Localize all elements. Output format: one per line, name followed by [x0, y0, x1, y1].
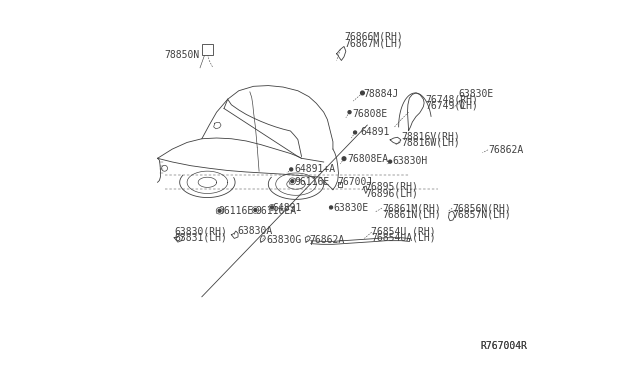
Text: 76854UA(LH): 76854UA(LH) [371, 233, 436, 243]
Text: 76808E: 76808E [353, 109, 388, 119]
Text: 76862A: 76862A [488, 145, 524, 155]
Text: R767004R: R767004R [481, 340, 527, 350]
Circle shape [269, 205, 275, 211]
Text: 76896(LH): 76896(LH) [365, 188, 418, 198]
Text: 78816V(RH): 78816V(RH) [401, 131, 460, 141]
Text: 76749(LH): 76749(LH) [425, 101, 478, 111]
Text: 63831(LH): 63831(LH) [174, 233, 227, 243]
Text: 96116E: 96116E [218, 206, 253, 216]
Text: 78850N: 78850N [164, 50, 200, 60]
Text: 63830G: 63830G [266, 234, 301, 244]
Text: 64891: 64891 [272, 203, 301, 213]
Text: 76895(RH): 76895(RH) [365, 182, 418, 192]
Circle shape [289, 178, 296, 185]
Text: 78816W(LH): 78816W(LH) [401, 138, 460, 148]
Circle shape [330, 206, 333, 209]
Text: 63830H: 63830H [392, 156, 428, 166]
Bar [202, 44, 213, 55]
Circle shape [271, 206, 273, 209]
Text: 76700J: 76700J [338, 177, 373, 187]
Text: 96116EA: 96116EA [255, 206, 296, 216]
Circle shape [216, 208, 223, 214]
Text: R767004R: R767004R [481, 340, 527, 350]
Circle shape [342, 157, 346, 161]
Text: 76808EA: 76808EA [348, 154, 389, 164]
Text: 76866M(RH): 76866M(RH) [344, 32, 403, 41]
Circle shape [252, 207, 259, 213]
Circle shape [218, 209, 221, 212]
Circle shape [162, 165, 168, 171]
Text: 76857N(LH): 76857N(LH) [452, 210, 511, 220]
Text: 76748(RH): 76748(RH) [425, 94, 478, 104]
Text: 76856N(RH): 76856N(RH) [452, 203, 511, 213]
Text: 64891+A: 64891+A [294, 164, 335, 174]
Circle shape [290, 168, 292, 171]
Text: 76862A: 76862A [309, 234, 344, 244]
Text: 63830E: 63830E [458, 89, 493, 99]
Circle shape [388, 160, 392, 163]
Circle shape [353, 131, 356, 134]
Text: 76861N(LH): 76861N(LH) [382, 210, 441, 220]
Text: 96116E: 96116E [294, 177, 330, 187]
Text: 63830A: 63830A [237, 226, 272, 236]
Text: 76867M(LH): 76867M(LH) [344, 38, 403, 48]
Text: 76854U (RH): 76854U (RH) [371, 226, 436, 236]
Circle shape [348, 111, 351, 113]
Text: 64891: 64891 [360, 127, 390, 137]
Text: 63830(RH): 63830(RH) [174, 226, 227, 236]
Text: 76861M(RH): 76861M(RH) [382, 203, 441, 213]
Text: 78884J: 78884J [364, 89, 399, 99]
Text: 63830E: 63830E [333, 203, 368, 213]
Circle shape [254, 209, 257, 211]
Circle shape [291, 180, 294, 183]
Circle shape [360, 91, 364, 95]
